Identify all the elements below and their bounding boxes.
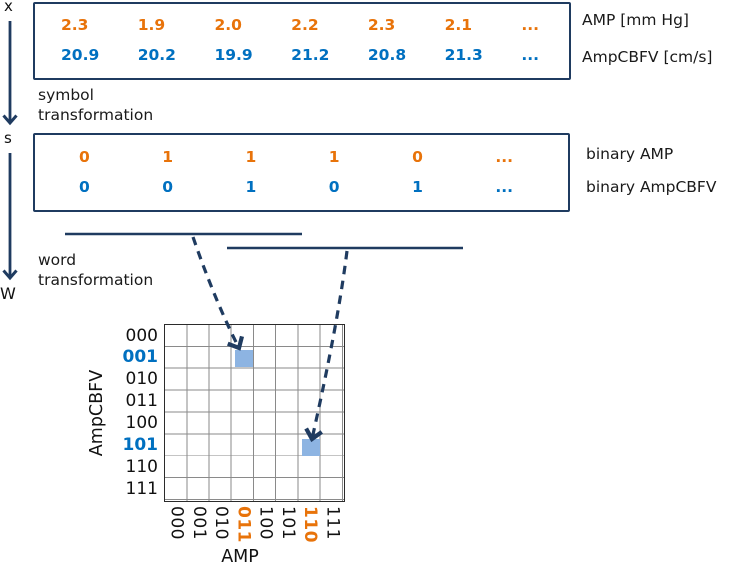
col-label: 000: [166, 506, 187, 540]
col-label: 100: [255, 506, 276, 540]
ellipsis: ...: [521, 46, 539, 65]
col-label: 010: [211, 506, 232, 540]
cbfv-value: 21.2: [291, 46, 330, 65]
cbfv-units-label: AmpCBFV [cm/s]: [582, 48, 713, 66]
flow-label-x: x: [4, 0, 13, 15]
cbfv-value: 20.9: [61, 46, 100, 65]
amp-value: 2.0: [214, 16, 242, 35]
amp-value: 1.9: [137, 16, 166, 35]
marked-cell-011-001: [235, 350, 253, 367]
binary-amp-label: binary AMP: [586, 145, 674, 163]
binary-amp-symbol: 1: [328, 147, 340, 166]
binary-amp-row: 0 1 1 1 0 ...: [35, 147, 568, 166]
cbfv-value: 20.2: [137, 46, 176, 65]
col-label: 101: [277, 506, 298, 540]
matrix-row-labels: 000 001 010 011 100 101 110 111: [100, 325, 159, 501]
row-label: 100: [125, 413, 158, 433]
binary-cbfv-row: 0 0 1 0 1 ...: [35, 177, 568, 196]
cbfv-values-row: 20.9 20.2 19.9 21.2 20.8 21.3 ...: [35, 48, 569, 64]
binary-amp-symbol: 1: [162, 147, 174, 166]
y-axis-title: AmpCBFV: [87, 369, 107, 457]
row-label-highlighted: 101: [122, 434, 159, 455]
cbfv-value: 19.9: [214, 46, 253, 65]
binary-cbfv-symbol: 0: [162, 177, 174, 196]
cbfv-value: 21.3: [444, 46, 483, 65]
symbol-transformation-label: symbol transformation: [38, 86, 154, 124]
amp-value: 2.3: [367, 16, 396, 35]
matrix-column-labels: 000 001 010 011 100 101 110 111: [166, 506, 344, 543]
joint-word-matrix: [164, 324, 345, 502]
amp-value: 2.1: [444, 16, 473, 35]
word-transformation-label: word transformation: [38, 251, 154, 289]
row-label: 010: [125, 369, 158, 390]
x-axis-title: AMP: [221, 547, 259, 567]
col-label: 001: [188, 506, 209, 540]
binary-cbfv-symbol: 0: [328, 177, 340, 196]
col-label-highlighted: 011: [233, 506, 254, 543]
amp-values-row: 2.3 1.9 2.0 2.2 2.3 2.1 ...: [35, 18, 569, 34]
flow-label-w: W: [0, 284, 16, 303]
signal-values-box: 2.3 1.9 2.0 2.2 2.3 2.1 ... 20.9 20.2 19…: [33, 2, 571, 80]
cbfv-value: 20.8: [367, 46, 407, 65]
row-label: 011: [125, 391, 158, 412]
binary-amp-symbol: 0: [79, 147, 90, 166]
row-label: 110: [125, 456, 158, 477]
binary-symbols-box: 0 1 1 1 0 ... 0 0 1 0 1 ...: [33, 133, 570, 212]
row-label: 111: [125, 478, 158, 499]
ellipsis: ...: [495, 177, 513, 196]
col-label-highlighted: 110: [300, 506, 321, 543]
binary-amp-symbol: 1: [245, 147, 257, 166]
amp-units-label: AMP [mm Hg]: [582, 11, 689, 29]
binary-cbfv-label: binary AmpCBFV: [586, 178, 717, 196]
binary-cbfv-symbol: 1: [412, 177, 423, 196]
amp-value: 2.3: [61, 16, 89, 35]
flow-label-s: s: [4, 129, 12, 147]
binary-amp-symbol: 0: [412, 147, 423, 166]
ellipsis: ...: [521, 16, 539, 35]
amp-value: 2.2: [291, 16, 319, 35]
binary-cbfv-symbol: 1: [245, 177, 257, 196]
ellipsis: ...: [495, 147, 513, 166]
row-label-highlighted: 001: [122, 347, 159, 368]
binary-cbfv-symbol: 0: [79, 177, 90, 196]
col-label: 111: [322, 506, 343, 540]
marked-cell-110-101: [302, 439, 320, 456]
row-label: 000: [125, 325, 158, 346]
